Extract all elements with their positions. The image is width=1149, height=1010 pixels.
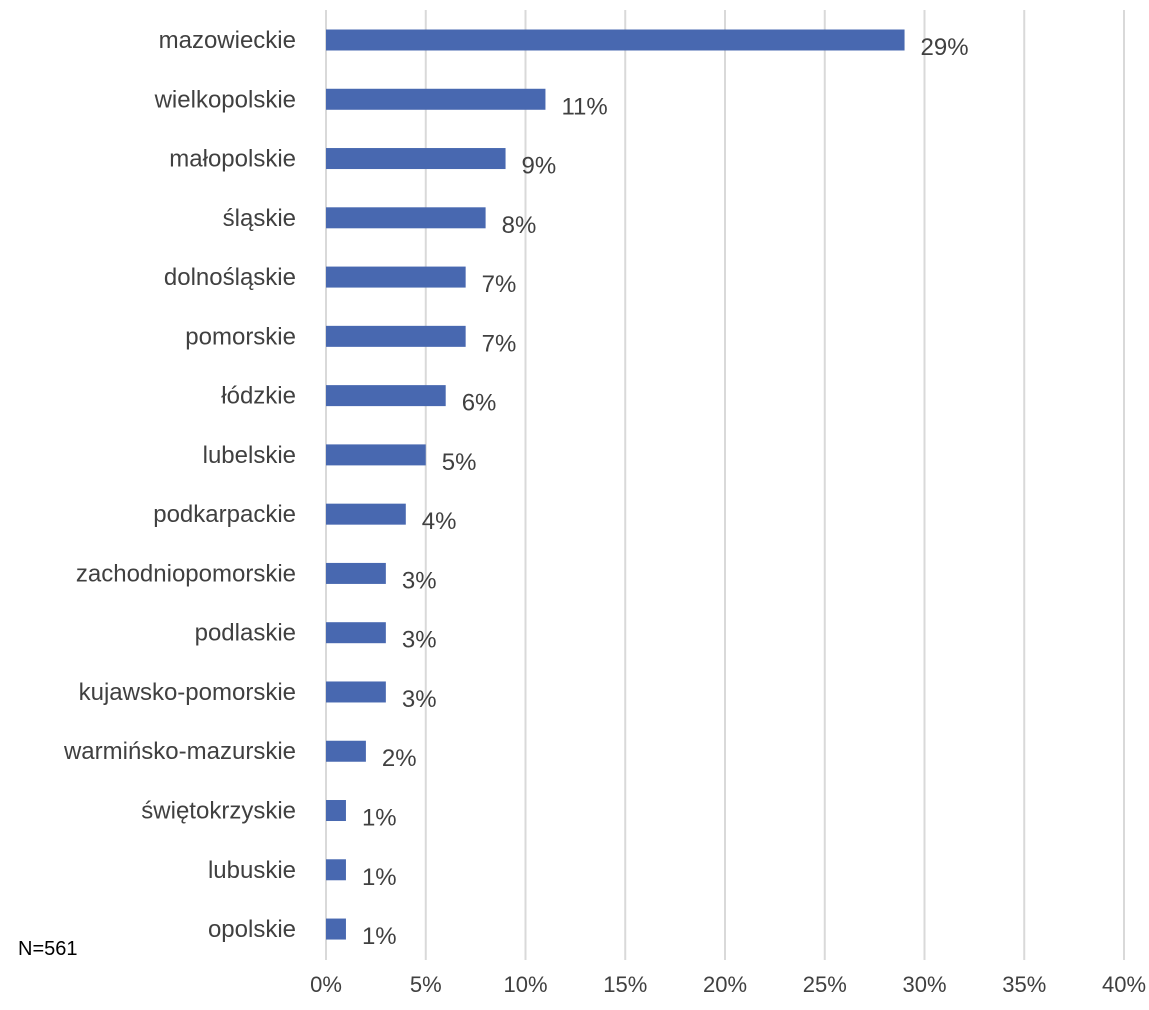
data-label: 9% [522,153,557,180]
data-label: 5% [442,449,477,476]
bar-lubuskie [326,859,346,881]
x-tick-label: 0% [310,972,342,997]
data-label: 11% [561,93,607,120]
x-tick-label: 10% [503,972,547,997]
bar-małopolskie [326,148,506,170]
category-label: pomorskie [185,323,296,350]
category-label: podlaskie [195,620,296,647]
category-label: mazowieckie [159,27,296,54]
bar-podlaskie [326,622,386,644]
bar-lubelskie [326,444,426,466]
x-tick-label: 30% [902,972,946,997]
data-label: 4% [422,508,457,535]
bar-śląskie [326,207,486,229]
category-label: opolskie [208,916,296,943]
category-label: lubuskie [208,857,296,884]
sample-size-note: N=561 [18,938,78,960]
data-label: 7% [482,271,517,298]
bar-opolskie [326,918,346,940]
bar-mazowieckie [326,29,905,51]
category-label: kujawsko-pomorskie [79,679,296,706]
data-label: 1% [362,923,397,950]
data-label: 1% [362,805,397,832]
bar-zachodniopomorskie [326,562,386,584]
x-tick-label: 25% [803,972,847,997]
bar-wielkopolskie [326,88,546,110]
x-tick-label: 20% [703,972,747,997]
x-tick-label: 15% [603,972,647,997]
x-axis-tick-labels: 0% 5% 10% 15% 20% 25% 30% 35% 40% [310,972,1146,997]
data-label: 7% [482,330,517,357]
x-tick-label: 35% [1002,972,1046,997]
category-label: warmińsko-mazurskie [63,738,296,765]
category-labels: mazowieckie wielkopolskie małopolskie śląsk… [63,27,296,943]
bar-podkarpackie [326,503,406,525]
bar-dolnośląskie [326,266,466,288]
data-label: 3% [402,567,437,594]
category-label: zachodniopomorskie [76,560,296,587]
category-label: małopolskie [169,146,296,173]
category-label: lubelskie [203,442,296,469]
data-label: 6% [462,390,497,417]
category-label: wielkopolskie [154,86,296,113]
x-tick-label: 40% [1102,972,1146,997]
data-label: 29% [921,34,969,61]
bar-warmińsko-mazurskie [326,740,366,762]
category-label: świętokrzyskie [141,798,296,825]
data-label: 2% [382,745,417,772]
bar-kujawsko-pomorskie [326,681,386,703]
category-label: łódzkie [221,383,296,410]
bar-pomorskie [326,325,466,347]
bars [326,29,905,940]
bar-świętokrzyskie [326,800,346,822]
x-tick-label: 5% [410,972,442,997]
data-label: 1% [362,864,397,891]
category-label: śląskie [223,205,296,232]
category-label: podkarpackie [153,501,296,528]
data-label: 3% [402,627,437,654]
category-label: dolnośląskie [164,264,296,291]
bar-łódzkie [326,385,446,407]
data-label: 8% [502,212,537,239]
data-label: 3% [402,686,437,713]
data-labels: 29% 11% 9% 8% 7% 7% 6% 5% 4% 3% 3% 3% 2% 1% 1% 1% [362,34,969,950]
